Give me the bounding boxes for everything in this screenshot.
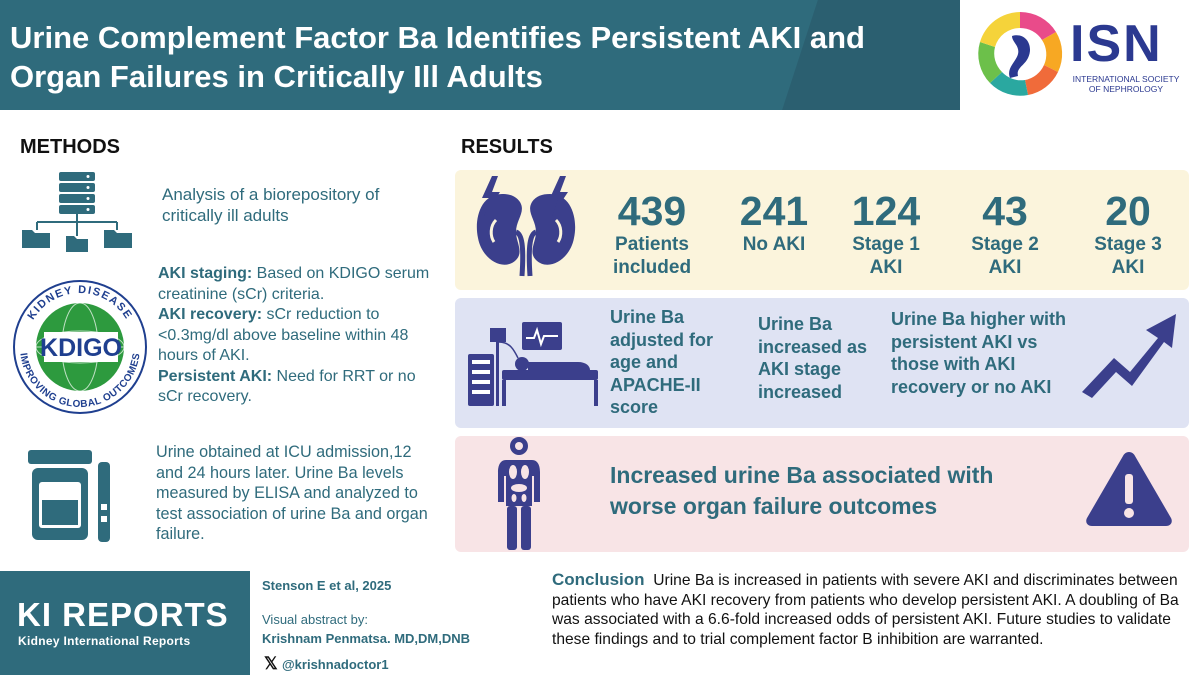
human-organs-icon: [498, 437, 540, 550]
x-logo-icon: 𝕏: [264, 654, 278, 673]
methods-urine-text: Urine obtained at ICU admission,12 and 2…: [156, 443, 428, 543]
stat-label: No AKI: [742, 234, 806, 255]
stat-stage2: 43 Stage 2 AKI: [955, 189, 1055, 279]
title-line-2: Organ Failures in Critically Ill Adults: [10, 59, 543, 94]
outcome-panel: [455, 436, 1189, 552]
persistent-aki-label: Persistent AKI:: [158, 367, 273, 385]
aki-staging-label: AKI staging:: [158, 265, 253, 282]
isn-logo-text: ISN: [1070, 15, 1163, 73]
stat-value: 241: [739, 188, 809, 234]
ki-reports-subtitle: Kidney International Reports: [18, 634, 191, 648]
author-handle: 𝕏 @krishnadoctor1: [264, 654, 389, 674]
stat-patients: 439 Patients included: [602, 189, 702, 279]
title-line-1: Urine Complement Factor Ba Identifies Pe…: [10, 20, 865, 55]
conclusion-title: Conclusion: [552, 570, 645, 589]
stat-value: 43: [982, 188, 1028, 234]
urine-sample-icon: [28, 450, 110, 542]
conclusion: Conclusion Urine Ba is increased in pati…: [552, 570, 1197, 649]
aki-staging-text: Based on KDIGO serum creatinine (sCr) cr…: [158, 265, 430, 303]
journal-band: [0, 571, 250, 675]
stat-stage1: 124 Stage 1 AKI: [836, 189, 936, 279]
icu-bed-icon: [468, 322, 598, 406]
stat-value: 124: [851, 188, 921, 234]
finding-stage-increase: Urine Ba increased as AKI stage increase…: [758, 314, 868, 402]
methods-definitions: AKI staging: Based on KDIGO serum creati…: [158, 264, 443, 408]
ki-reports-logo: KI REPORTS: [17, 596, 229, 633]
svg-text:KDIGO: KDIGO: [40, 334, 122, 362]
stat-label: Stage 3 AKI: [1094, 234, 1162, 278]
persistent-aki-text: Need for RRT or no sCr recovery.: [158, 367, 416, 406]
methods-title: METHODS: [20, 136, 120, 158]
stat-value: 20: [1105, 188, 1151, 234]
stat-label: Stage 2 AKI: [971, 234, 1039, 278]
aki-recovery-text: sCr reduction to <0.3mg/dl above baselin…: [158, 306, 409, 364]
stat-label: Stage 1 AKI: [852, 234, 920, 278]
page-title: Urine Complement Factor Ba Identifies Pe…: [10, 18, 960, 96]
stat-value: 439: [617, 188, 687, 234]
stat-label: Patients included: [612, 234, 692, 278]
finding-adjusted: Urine Ba adjusted for age and APACHE-II …: [610, 307, 714, 417]
stat-no-aki: 241 No AKI: [724, 189, 824, 256]
kdigo-logo-icon: KDIGO KIDNEY DISEASE IMPROVING GLOBAL OU…: [13, 280, 147, 414]
stat-stage3: 20 Stage 3 AKI: [1078, 189, 1178, 279]
handle-text: @krishnadoctor1: [282, 657, 389, 672]
outcome-text: Increased urine Ba associated with worse…: [610, 462, 994, 519]
header: Urine Complement Factor Ba Identifies Pe…: [0, 0, 1200, 110]
warning-icon: [1086, 452, 1172, 526]
citation: Stenson E et al, 2025: [262, 578, 392, 593]
isn-logo-icon: [978, 11, 1063, 96]
isn-logo-subtitle: INTERNATIONAL SOCIETY OF NEPHROLOGY: [1072, 74, 1180, 94]
kidneys-icon: [476, 176, 576, 277]
finding-persistent-higher: Urine Ba higher with persistent AKI vs t…: [891, 309, 1067, 397]
cohort-panel: [455, 170, 1189, 290]
server-database-icon: [22, 172, 132, 252]
visual-abstract-author: Krishnam Penmatsa. MD,DM,DNB: [262, 631, 471, 646]
trend-up-arrow-icon: [1082, 314, 1176, 398]
visual-abstract-label: Visual abstract by:: [262, 612, 368, 627]
aki-recovery-label: AKI recovery:: [158, 306, 263, 323]
header-band: [0, 0, 960, 110]
conclusion-text: Urine Ba is increased in patients with s…: [552, 572, 1179, 648]
results-title: RESULTS: [461, 136, 553, 158]
methods-biorepository-text: Analysis of a biorepository of criticall…: [162, 185, 380, 225]
